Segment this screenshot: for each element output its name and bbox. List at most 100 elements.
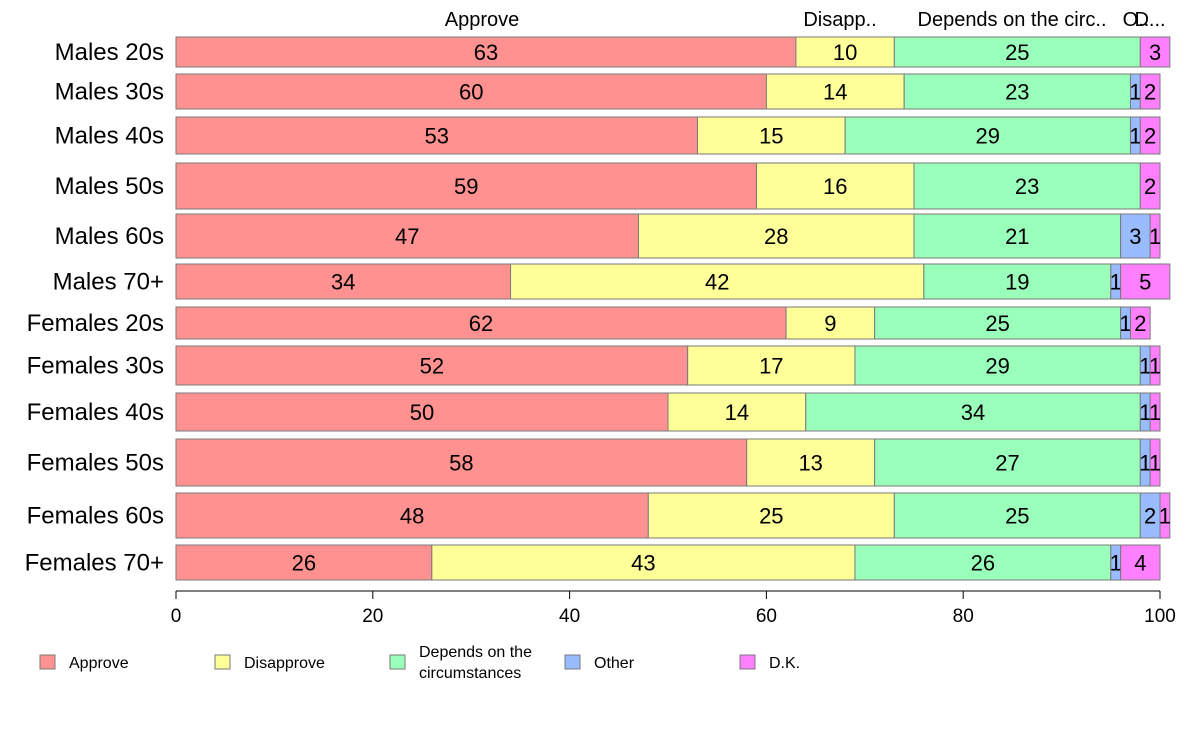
segment-value-label: 59: [454, 174, 478, 199]
bar-segment: [1149, 438, 1161, 487]
segment-value-label: 25: [1005, 40, 1029, 65]
row-label: Females 30s: [27, 353, 164, 380]
segment-value-label: 43: [631, 551, 655, 576]
segment-value-label: 63: [474, 40, 498, 65]
segment-value-label: 2: [1144, 80, 1156, 105]
segment-value-label: 1: [1139, 354, 1151, 379]
bar-segment: [1149, 392, 1161, 432]
segment-value-label: 23: [1015, 174, 1039, 199]
bar-segment: [903, 73, 1131, 110]
segment-value-label: 3: [1149, 40, 1161, 65]
bar-segment: [697, 116, 846, 155]
segment-value-label: 21: [1005, 224, 1029, 249]
bar-segment: [1139, 73, 1161, 110]
bar-segment: [1139, 36, 1171, 68]
column-header: Approve: [445, 9, 520, 31]
segment-value-label: 1: [1149, 400, 1161, 425]
x-tick-label: 60: [756, 606, 777, 627]
bar-segment: [431, 544, 856, 581]
segment-value-label: 19: [1005, 270, 1029, 295]
bar-segment: [1149, 345, 1161, 386]
segment-value-label: 9: [824, 311, 836, 336]
row-label: Females 50s: [27, 450, 164, 477]
bar-segment: [175, 392, 669, 432]
segment-value-label: 1: [1119, 311, 1131, 336]
row-label: Males 50s: [55, 173, 164, 200]
segment-value-label: 47: [395, 224, 419, 249]
bar-segment: [175, 345, 689, 386]
bar-segment: [854, 345, 1141, 386]
row-label: Females 40s: [27, 399, 164, 426]
row-label: Males 40s: [55, 123, 164, 150]
legend-label: Other: [594, 655, 635, 672]
segment-value-label: 1: [1149, 451, 1161, 476]
bar-segment: [687, 345, 856, 386]
bar-segment: [1139, 116, 1161, 155]
bar-segment: [746, 438, 876, 487]
bar-segment: [647, 492, 895, 539]
segment-value-label: 34: [961, 400, 985, 425]
row-label: Males 30s: [55, 79, 164, 106]
segment-value-label: 1: [1139, 400, 1151, 425]
bar-segment: [795, 36, 895, 68]
segment-value-label: 27: [995, 451, 1019, 476]
segment-value-label: 10: [833, 40, 857, 65]
segment-value-label: 2: [1134, 311, 1146, 336]
bar-segment: [874, 306, 1122, 340]
bar-segment: [785, 306, 876, 340]
bar-segment: [923, 263, 1112, 300]
segment-value-label: 5: [1139, 270, 1151, 295]
column-header: D...: [1134, 9, 1165, 31]
legend-label: Approve: [69, 655, 129, 672]
segment-value-label: 4: [1134, 551, 1146, 576]
segment-value-label: 60: [459, 80, 483, 105]
column-header: Disapp..: [803, 9, 876, 31]
segment-value-label: 1: [1129, 80, 1141, 105]
segment-value-label: 42: [705, 270, 729, 295]
x-tick-label: 40: [559, 606, 580, 627]
legend-label: circumstances: [419, 665, 521, 682]
segment-value-label: 1: [1139, 451, 1151, 476]
bar-segment: [175, 263, 512, 300]
segment-value-label: 26: [971, 551, 995, 576]
segment-value-label: 1: [1149, 224, 1161, 249]
segment-value-label: 62: [469, 311, 493, 336]
bar-segment: [893, 36, 1141, 68]
x-tick-label: 80: [953, 606, 974, 627]
column-header: O..: [1123, 9, 1150, 31]
legend-swatch: [739, 654, 756, 670]
row-label: Males 20s: [55, 39, 164, 66]
segment-value-label: 13: [798, 451, 822, 476]
segment-value-label: 26: [292, 551, 316, 576]
segment-value-label: 48: [400, 504, 424, 529]
segment-value-label: 29: [976, 124, 1000, 149]
legend-label: Depends on the: [419, 644, 532, 661]
segment-value-label: 53: [425, 124, 449, 149]
bar-segment: [175, 73, 767, 110]
segment-value-label: 1: [1110, 270, 1122, 295]
bar-segment: [1159, 492, 1171, 539]
column-header: Depends on the circ..: [918, 9, 1107, 31]
bar-segment: [893, 492, 1141, 539]
bar-segment: [844, 116, 1131, 155]
segment-value-label: 25: [759, 504, 783, 529]
row-label: Males 70+: [53, 269, 164, 296]
segment-value-label: 52: [420, 354, 444, 379]
bar-segment: [175, 116, 699, 155]
legend-swatch: [389, 654, 406, 670]
x-tick-label: 0: [171, 606, 182, 627]
segment-value-label: 50: [410, 400, 434, 425]
bar-segment: [175, 213, 639, 259]
bar-segment: [1129, 306, 1151, 340]
bar-segment: [1149, 213, 1161, 259]
segment-value-label: 1: [1129, 124, 1141, 149]
row-label: Males 60s: [55, 223, 164, 250]
segment-value-label: 17: [759, 354, 783, 379]
segment-value-label: 14: [725, 400, 749, 425]
bar-segment: [854, 544, 1112, 581]
legend-swatch: [214, 654, 231, 670]
bar-segment: [175, 492, 649, 539]
row-label: Females 20s: [27, 310, 164, 337]
